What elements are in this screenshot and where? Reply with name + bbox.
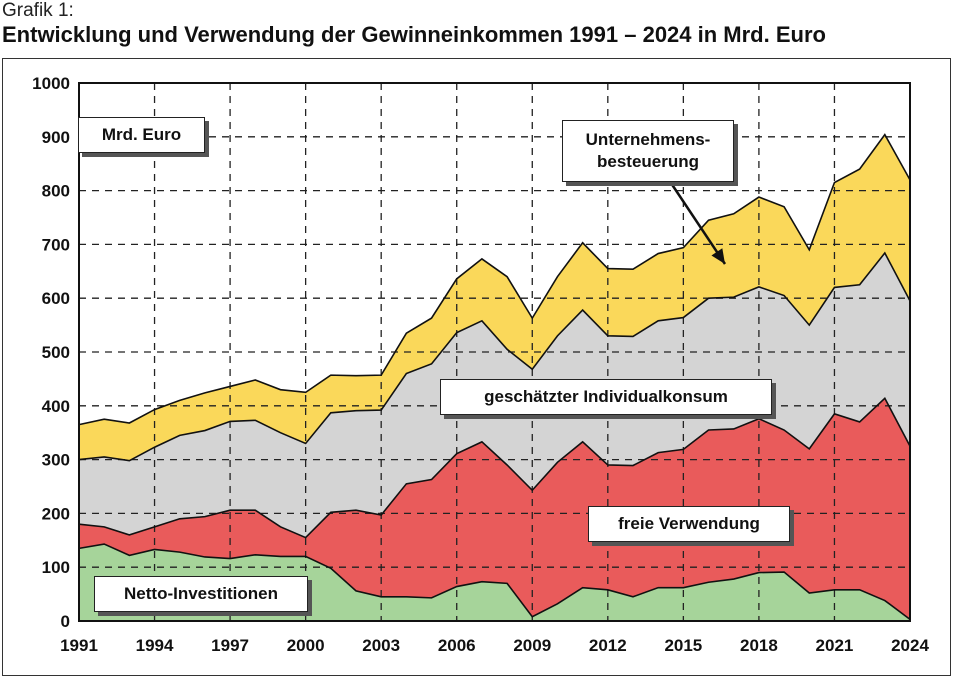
y-tick-label-1: 100 <box>42 558 70 577</box>
y-tick-label-0: 0 <box>61 612 70 631</box>
annotation-individualkonsum: geschätzter Individualkonsum <box>440 379 772 415</box>
x-tick-label-1: 1994 <box>136 636 174 655</box>
x-tick-label-0: 1991 <box>60 636 98 655</box>
x-tick-label-5: 2006 <box>438 636 476 655</box>
annotation-netto-investitionen: Netto-Investitionen <box>94 576 308 612</box>
x-tick-label-8: 2015 <box>664 636 702 655</box>
x-tick-label-4: 2003 <box>362 636 400 655</box>
annotation-freie-verwendung: freie Verwendung <box>588 506 790 542</box>
x-tick-label-6: 2009 <box>513 636 551 655</box>
x-tick-label-9: 2018 <box>740 636 778 655</box>
x-tick-label-11: 2024 <box>891 636 929 655</box>
y-tick-label-8: 800 <box>42 182 70 201</box>
y-tick-label-7: 700 <box>42 235 70 254</box>
y-tick-label-10: 1000 <box>32 74 70 93</box>
series-line-0 <box>78 543 911 621</box>
annotation-arrow-head <box>711 248 725 264</box>
series-line-1 <box>78 396 911 539</box>
y-tick-label-6: 600 <box>42 289 70 308</box>
annotation-arrow-line <box>669 182 727 265</box>
chart-title: Entwicklung und Verwendung der Gewinnein… <box>2 22 826 47</box>
chart-frame: 0 100 200 300 400 500 600 700 800 900 1000 1991 1994… <box>2 58 951 676</box>
x-tick-label-2: 1997 <box>211 636 249 655</box>
annotation-steuer-line2: besteuerung <box>596 152 700 171</box>
annotation-unternehmensbesteuerung: Unternehmens- besteuerung <box>562 120 734 182</box>
annotation-steuer-line1: Unternehmens- <box>585 130 711 149</box>
unit-label-box: Mrd. Euro <box>78 117 205 153</box>
series-line-3 <box>78 133 911 426</box>
area-series-3 <box>79 134 910 461</box>
y-tick-label-5: 500 <box>42 343 70 362</box>
y-tick-label-9: 900 <box>42 128 70 147</box>
y-tick-label-3: 300 <box>42 451 70 470</box>
series-line-2 <box>78 251 911 462</box>
x-tick-label-10: 2021 <box>816 636 854 655</box>
x-tick-label-3: 2000 <box>287 636 325 655</box>
x-tick-label-7: 2012 <box>589 636 627 655</box>
figure-label: Grafik 1: <box>2 0 74 21</box>
area-series-1 <box>79 398 910 620</box>
y-tick-label-4: 400 <box>42 397 70 416</box>
plot-area-border <box>78 82 911 622</box>
y-tick-label-2: 200 <box>42 504 70 523</box>
